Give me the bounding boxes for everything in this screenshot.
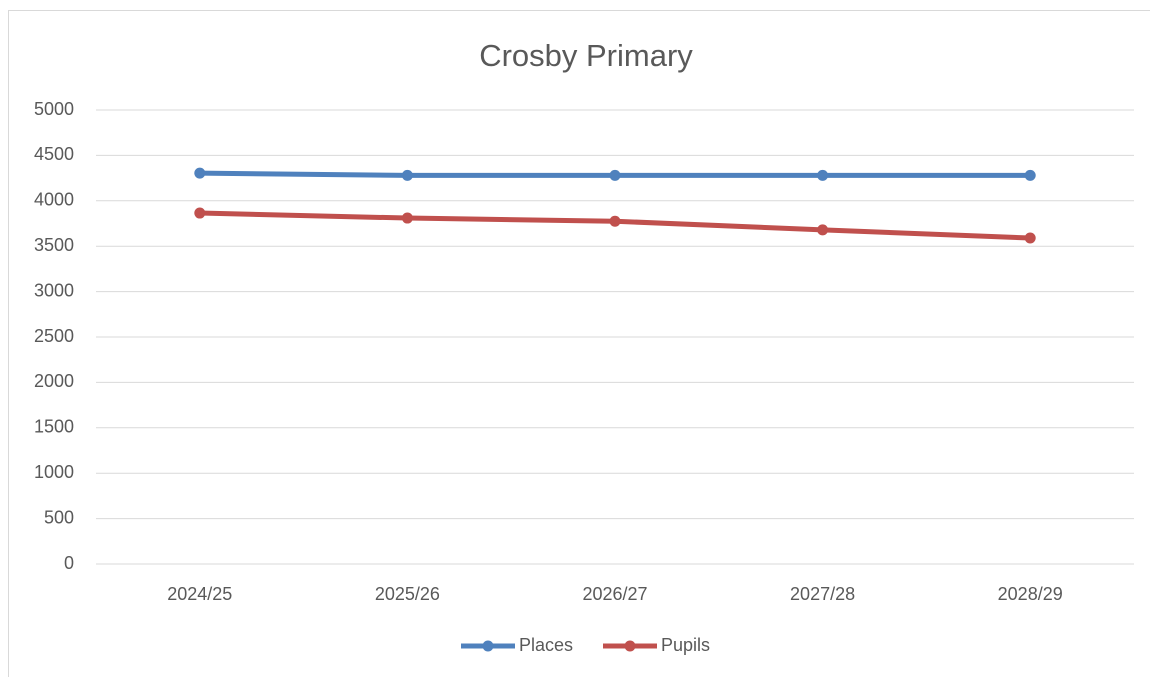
y-tick-label: 2000 bbox=[34, 371, 74, 391]
x-tick-label: 2027/28 bbox=[790, 584, 855, 604]
marker bbox=[401, 212, 413, 224]
x-tick-label: 2028/29 bbox=[998, 584, 1063, 604]
marker bbox=[609, 169, 621, 181]
marker bbox=[817, 224, 829, 236]
y-tick-label: 500 bbox=[44, 507, 74, 527]
chart-title: Crosby Primary bbox=[479, 38, 693, 73]
marker bbox=[817, 169, 829, 181]
x-tick-label: 2024/25 bbox=[167, 584, 232, 604]
x-tick-label: 2025/26 bbox=[375, 584, 440, 604]
y-tick-label: 1000 bbox=[34, 462, 74, 482]
x-tick-label: 2026/27 bbox=[582, 584, 647, 604]
marker bbox=[1024, 232, 1036, 244]
y-tick-label: 4500 bbox=[34, 144, 74, 164]
legend-label: Places bbox=[519, 635, 573, 655]
y-tick-label: 5000 bbox=[34, 99, 74, 119]
y-tick-label: 1500 bbox=[34, 417, 74, 437]
y-tick-label: 2500 bbox=[34, 326, 74, 346]
marker bbox=[401, 169, 413, 181]
chart-border bbox=[8, 10, 1150, 677]
y-tick-label: 3500 bbox=[34, 235, 74, 255]
marker bbox=[194, 167, 206, 179]
legend-label: Pupils bbox=[661, 635, 710, 655]
marker bbox=[1024, 169, 1036, 181]
y-tick-label: 3000 bbox=[34, 280, 74, 300]
legend-marker bbox=[624, 640, 636, 652]
marker bbox=[194, 207, 206, 219]
y-tick-label: 0 bbox=[64, 553, 74, 573]
legend-marker bbox=[482, 640, 494, 652]
y-tick-label: 4000 bbox=[34, 190, 74, 210]
marker bbox=[609, 215, 621, 227]
